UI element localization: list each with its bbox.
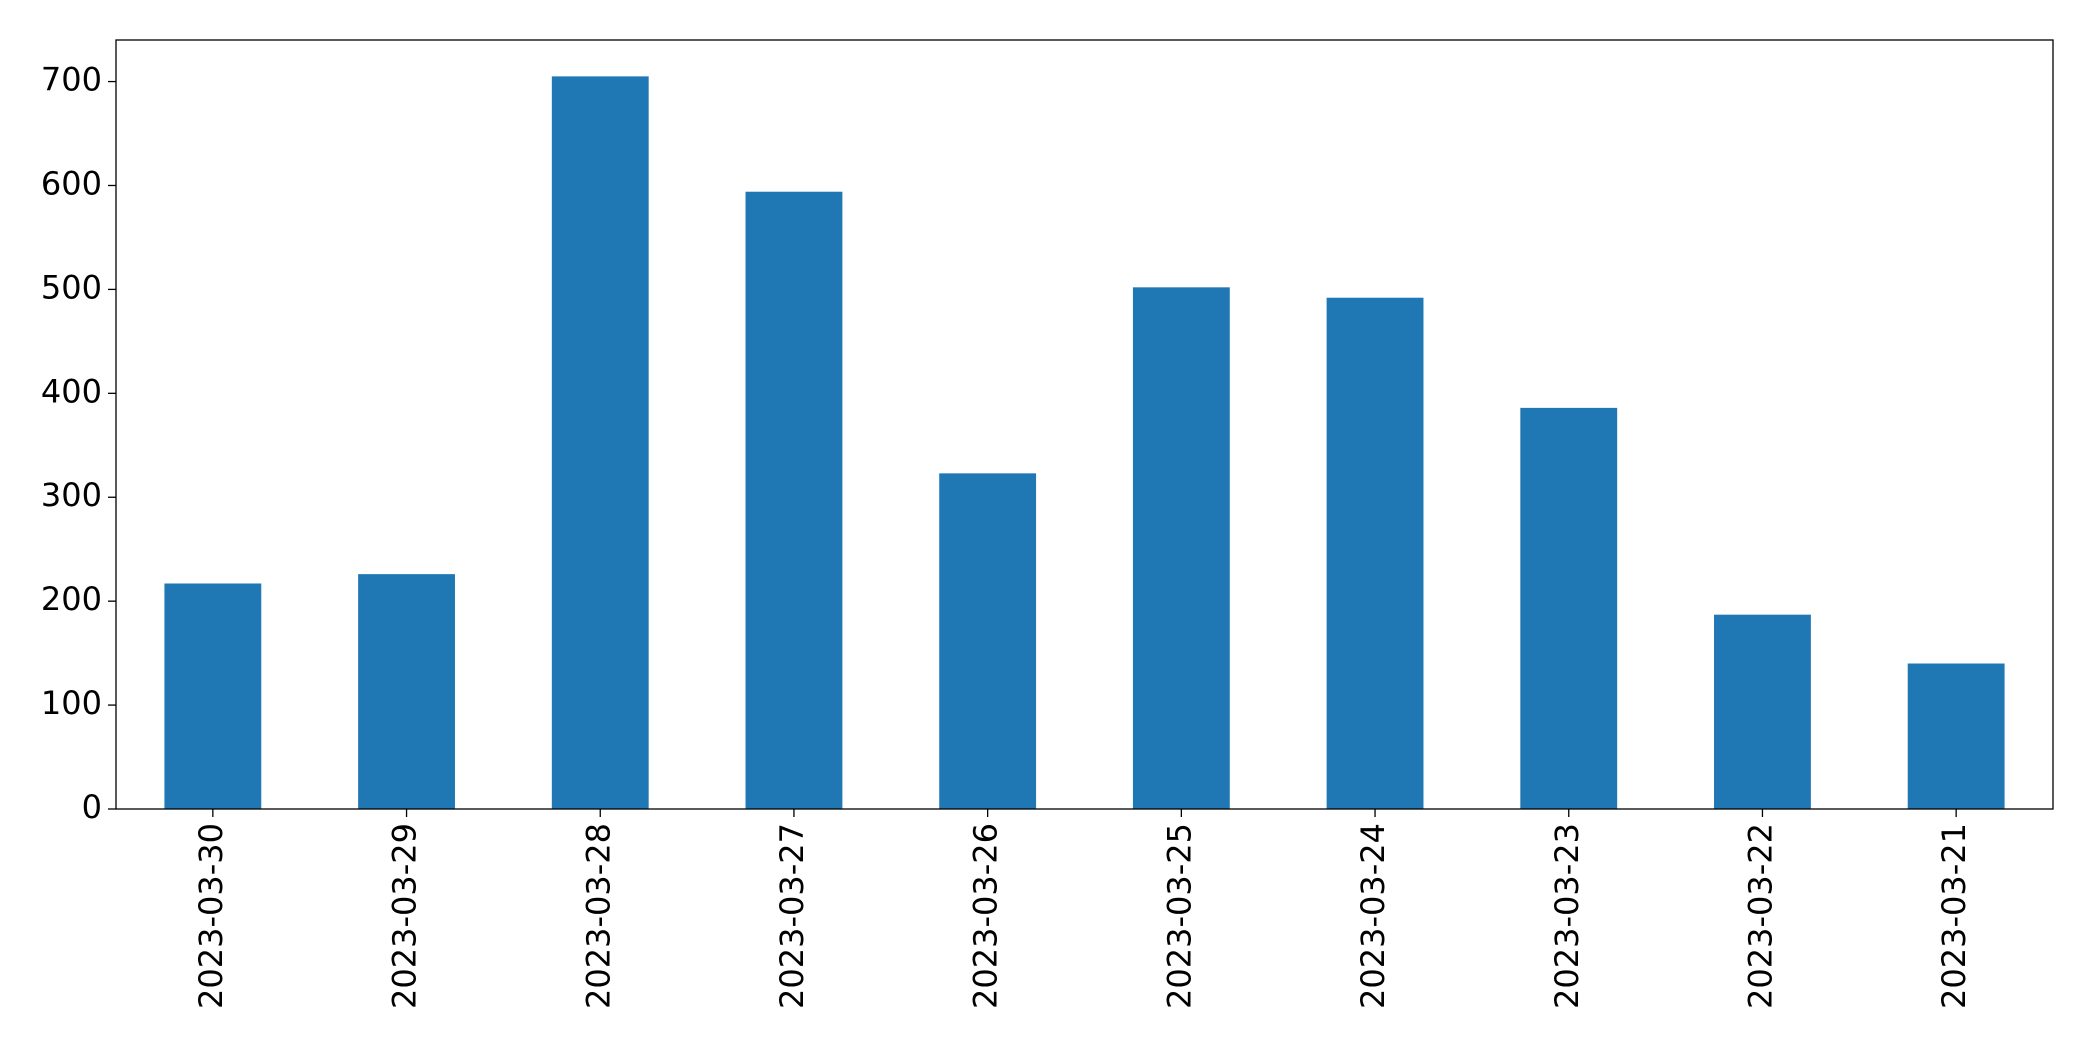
- y-tick-label: 600: [41, 164, 102, 202]
- bar: [164, 583, 262, 809]
- y-tick-label: 100: [41, 684, 102, 722]
- x-tick-label: 2023-03-21: [1935, 823, 1973, 1009]
- bar: [1520, 407, 1618, 809]
- x-tick-label: 2023-03-23: [1548, 823, 1586, 1009]
- bar: [1907, 663, 2005, 809]
- y-tick-label: 0: [82, 788, 102, 826]
- bar: [551, 76, 649, 809]
- x-tick-label: 2023-03-24: [1354, 823, 1392, 1009]
- y-tick-label: 500: [41, 268, 102, 306]
- x-tick-label: 2023-03-30: [192, 823, 230, 1009]
- x-tick-label: 2023-03-26: [967, 823, 1005, 1009]
- bar: [1714, 614, 1811, 809]
- bar: [745, 191, 843, 809]
- x-tick-label: 2023-03-29: [386, 823, 424, 1009]
- bar: [939, 473, 1037, 809]
- y-tick-label: 300: [41, 476, 102, 514]
- x-tick-label: 2023-03-22: [1741, 823, 1779, 1009]
- x-tick-label: 2023-03-25: [1160, 823, 1198, 1009]
- bar: [358, 574, 455, 809]
- y-tick-label: 700: [41, 61, 102, 99]
- x-tick-label: 2023-03-27: [773, 823, 811, 1009]
- bar: [1132, 287, 1230, 809]
- bar: [1326, 297, 1424, 809]
- y-tick-label: 200: [41, 580, 102, 618]
- y-tick-label: 400: [41, 372, 102, 410]
- plot-frame: [115, 39, 2054, 810]
- x-tick-label: 2023-03-28: [579, 823, 617, 1009]
